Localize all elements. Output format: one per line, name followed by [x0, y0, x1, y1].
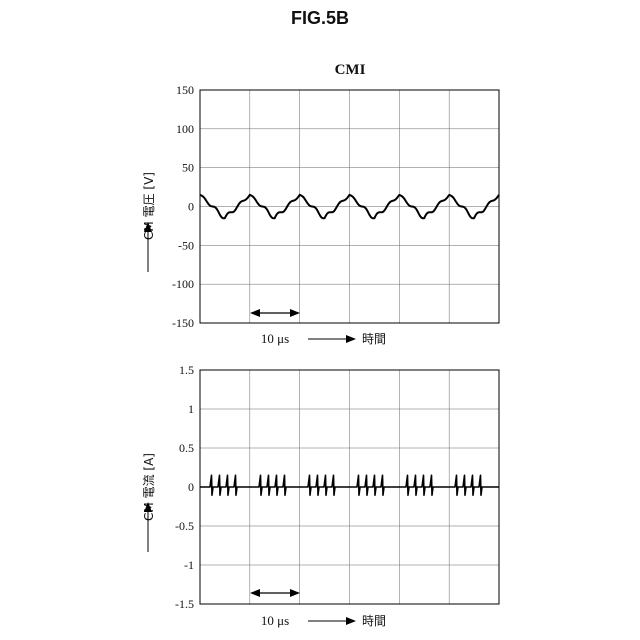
voltage-duration-indicator	[250, 309, 300, 317]
y-tick-label: 1.5	[179, 363, 194, 377]
voltage-duration-label: 10 μs	[261, 331, 289, 346]
y-tick-label: 50	[182, 161, 194, 175]
y-tick-label: 0	[188, 480, 194, 494]
y-tick-label: -50	[178, 238, 194, 252]
y-tick-label: -150	[172, 316, 194, 330]
current-time-arrow	[308, 617, 356, 625]
y-tick-label: 1	[188, 402, 194, 416]
voltage-grid	[200, 90, 499, 323]
figure-label: FIG.5B	[291, 8, 349, 28]
y-tick-label: 0.5	[179, 441, 194, 455]
y-tick-label: -1.5	[175, 597, 194, 611]
voltage-time-label: 時間	[362, 332, 386, 346]
current-duration-indicator	[250, 589, 300, 597]
voltage-tick-labels: 150 100 50 0 -50 -100 -150	[172, 83, 194, 330]
y-tick-label: -1	[184, 558, 194, 572]
y-tick-label: -100	[172, 277, 194, 291]
current-duration-label: 10 μs	[261, 613, 289, 628]
voltage-chart: CMI 150 100 50 0 -50 -100 -150 CM 電圧 [V] 10 μs…	[142, 62, 499, 346]
voltage-time-arrow	[308, 335, 356, 343]
y-tick-label: 150	[176, 83, 194, 97]
current-time-label: 時間	[362, 614, 386, 628]
y-tick-label: -0.5	[175, 519, 194, 533]
voltage-ylabel-group: CM 電圧 [V]	[142, 172, 156, 272]
current-tick-labels: 1.5 1 0.5 0 -0.5 -1 -1.5	[175, 363, 194, 611]
current-chart: 1.5 1 0.5 0 -0.5 -1 -1.5 CM 電流 [A] 10 μs 時間	[142, 363, 499, 628]
y-tick-label: 0	[188, 200, 194, 214]
y-tick-label: 100	[176, 122, 194, 136]
current-ylabel-group: CM 電流 [A]	[142, 453, 156, 552]
chart-title: CMI	[335, 62, 366, 78]
